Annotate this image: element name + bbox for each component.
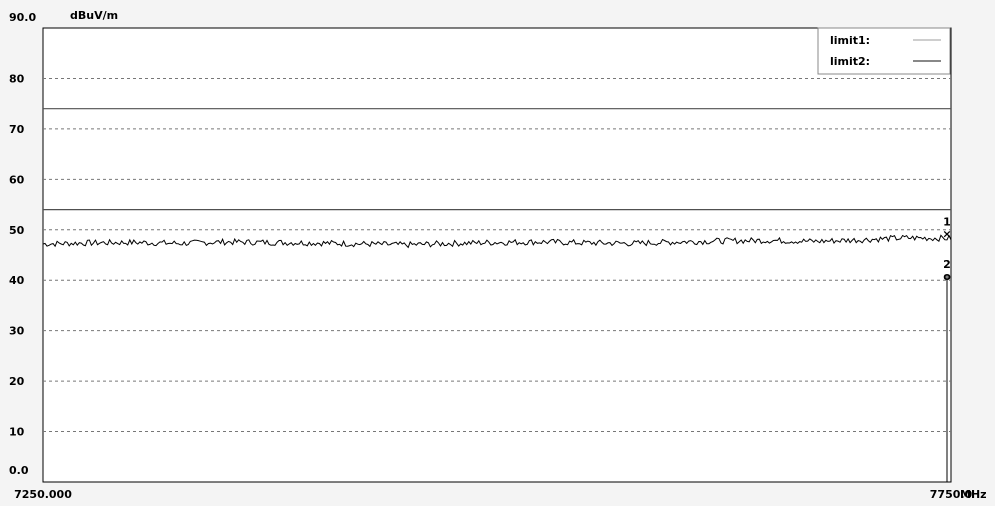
x-tick-label: 7250.000 bbox=[14, 488, 72, 501]
grid-lines bbox=[43, 77, 951, 433]
legend-label: limit1: bbox=[830, 34, 870, 47]
y-tick-label: 70 bbox=[9, 123, 25, 136]
legend: limit1: limit2: bbox=[817, 27, 951, 75]
marker-1-label: 1 bbox=[943, 215, 951, 228]
limit-lines bbox=[43, 108, 951, 211]
plot-area bbox=[42, 27, 952, 483]
x-axis-unit: MHz bbox=[960, 488, 987, 501]
marker-2-label: 2 bbox=[943, 258, 951, 271]
y-tick-label: 50 bbox=[9, 224, 25, 237]
legend-label: limit2: bbox=[830, 55, 870, 68]
y-tick-label: 40 bbox=[9, 274, 25, 287]
marker-layer: 1× 2o bbox=[942, 215, 951, 283]
x-tick-label: 7750.0 bbox=[930, 488, 973, 501]
y-tick-label: 60 bbox=[9, 173, 25, 186]
y-tick-label: 80 bbox=[9, 72, 25, 85]
measurement-trace bbox=[42, 234, 952, 249]
y-tick-label: 10 bbox=[9, 426, 25, 439]
y-tick-label: 20 bbox=[9, 375, 25, 388]
series-layer bbox=[42, 234, 952, 482]
y-axis-label: dBuV/m bbox=[70, 9, 118, 22]
legend-box bbox=[817, 27, 951, 75]
y-tick-label: 90.0 bbox=[9, 11, 36, 24]
y-tick-labels: 90.0 80 70 60 50 40 30 20 10 0.0 bbox=[9, 11, 36, 477]
y-tick-label: 0.0 bbox=[9, 464, 29, 477]
marker-2-symbol: o bbox=[943, 270, 951, 283]
marker-1-symbol: × bbox=[942, 227, 951, 240]
y-tick-label: 30 bbox=[9, 325, 25, 338]
x-tick-labels: 7250.000 7750.0 bbox=[14, 488, 972, 501]
